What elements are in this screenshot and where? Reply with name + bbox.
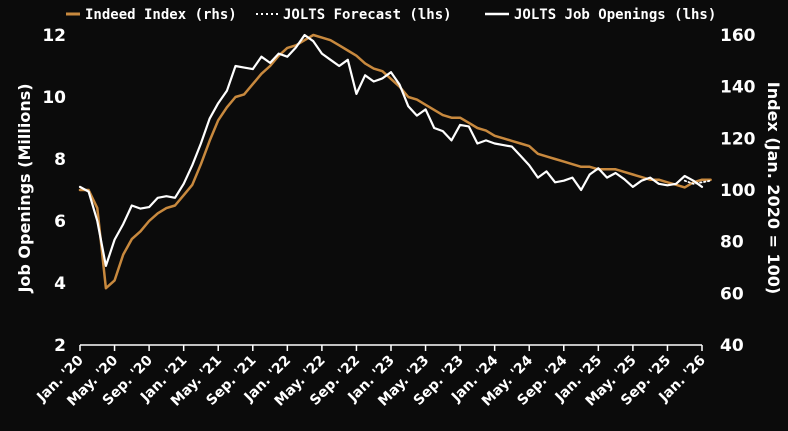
y-left-tick-label: 12 [42, 26, 66, 46]
legend: Indeed Index (rhs) JOLTS Forecast (lhs) … [66, 7, 716, 23]
legend-label-indeed: Indeed Index (rhs) [85, 7, 237, 23]
series-line-forecast [683, 179, 712, 185]
y-left-tick-label: 10 [42, 88, 66, 108]
y-right-tick-label: 80 [720, 233, 744, 253]
y-right-tick-label: 60 [720, 284, 744, 304]
y-left-tick-label: 8 [54, 150, 66, 170]
legend-label-jolts: JOLTS Job Openings (lhs) [514, 7, 716, 23]
y-right-tick-label: 100 [720, 181, 756, 201]
y-axis-right: 40 60 80 100 120 140 160 [720, 26, 756, 356]
y-right-tick-label: 40 [720, 336, 744, 356]
y-right-tick-label: 120 [720, 129, 756, 149]
y-left-tick-label: 6 [54, 212, 66, 232]
y-right-tick-label: 140 [720, 78, 756, 98]
y-axis-left-label: Job Openings (Millions) [15, 83, 34, 293]
y-left-tick-label: 4 [54, 274, 66, 294]
series-line-indeed [78, 33, 712, 290]
y-right-tick-label: 160 [720, 26, 756, 46]
y-axis-left: 2 4 6 8 10 12 [42, 26, 66, 356]
y-left-tick-label: 2 [54, 336, 66, 356]
legend-label-forecast: JOLTS Forecast (lhs) [283, 7, 452, 23]
series-layer [78, 33, 712, 290]
y-axis-right-label: Index (Jan. 2020 = 100) [764, 82, 783, 294]
series-line-jolts [78, 33, 704, 267]
